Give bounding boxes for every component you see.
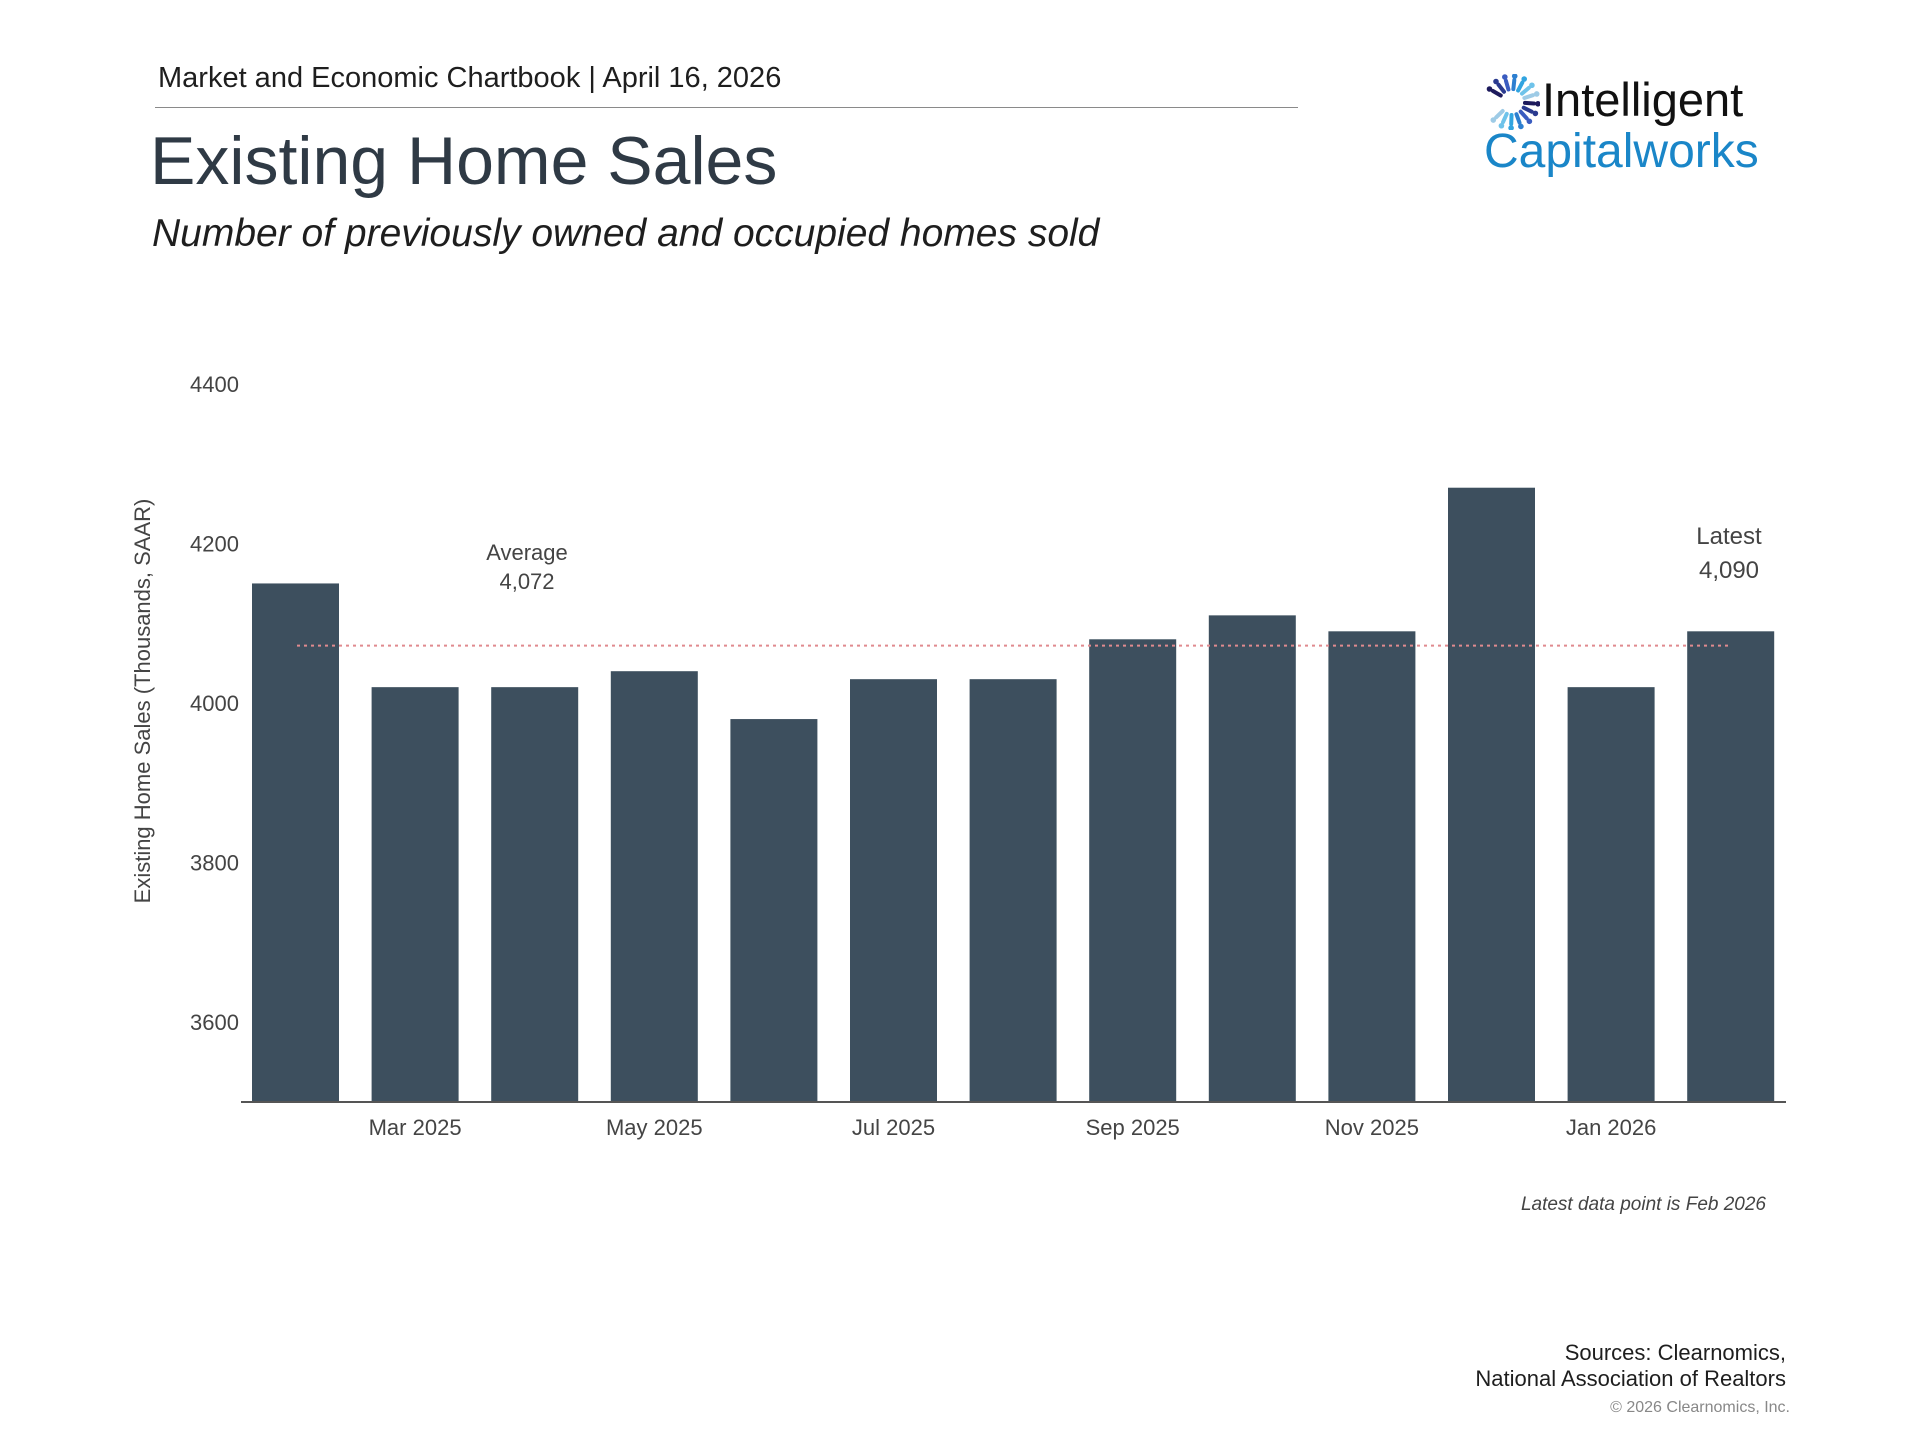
logo-dot xyxy=(1526,118,1533,125)
x-tick-label: Mar 2025 xyxy=(369,1115,462,1140)
logo-ray xyxy=(1522,93,1535,100)
logo-ray xyxy=(1490,89,1503,98)
brand-logo: Intelligent Capitalworks xyxy=(1484,72,1784,187)
logo-dot xyxy=(1498,122,1505,129)
bar-aug-2025 xyxy=(969,679,1057,1102)
logo-dot xyxy=(1532,110,1539,117)
bar-jun-2025 xyxy=(730,719,818,1102)
x-tick-label: Jul 2025 xyxy=(852,1115,935,1140)
average-value-label: 4,072 xyxy=(499,569,554,594)
logo-burst-icon xyxy=(1486,74,1540,130)
bar-nov-2025 xyxy=(1328,631,1416,1102)
logo-dot xyxy=(1508,125,1514,130)
logo-ray xyxy=(1522,100,1536,106)
logo-ray xyxy=(1494,109,1505,120)
sources-line-1: Sources: Clearnomics, xyxy=(1564,1340,1786,1365)
logo-dot xyxy=(1535,101,1540,107)
bar-mar-2025 xyxy=(371,687,459,1102)
y-tick-label: 4200 xyxy=(190,532,239,557)
x-tick-label: May 2025 xyxy=(606,1115,703,1140)
bar-oct-2025 xyxy=(1208,615,1296,1102)
y-axis-title: Existing Home Sales (Thousands, SAAR) xyxy=(130,499,155,904)
chartbook-header: Market and Economic Chartbook | April 16… xyxy=(158,62,782,94)
logo-dot xyxy=(1529,82,1535,89)
logo-ray xyxy=(1518,109,1529,121)
bar-apr-2025 xyxy=(491,687,579,1102)
sources: Sources: Clearnomics, National Associati… xyxy=(1475,1340,1786,1392)
logo-ray xyxy=(1516,80,1525,93)
logo-ray xyxy=(1521,105,1534,114)
bar-may-2025 xyxy=(610,671,698,1102)
logo-line-2: Capitalworks xyxy=(1484,125,1759,178)
header-divider xyxy=(155,107,1298,108)
logo-dot xyxy=(1521,76,1528,82)
bar-feb-2026 xyxy=(1687,631,1775,1102)
bar-jul-2025 xyxy=(850,679,937,1102)
y-tick-label: 4400 xyxy=(190,372,239,397)
y-tick-label: 3600 xyxy=(190,1010,239,1035)
page-title: Existing Home Sales xyxy=(150,123,778,199)
bar-dec-2025 xyxy=(1448,487,1535,1102)
copyright: © 2026 Clearnomics, Inc. xyxy=(1610,1399,1790,1416)
logo-ray xyxy=(1496,82,1506,94)
logo-dot xyxy=(1502,74,1508,80)
x-tick-label: Jan 2026 xyxy=(1566,1115,1657,1140)
average-label: Average xyxy=(486,540,568,565)
latest-value-label: 4,090 xyxy=(1699,557,1759,584)
page-subtitle: Number of previously owned and occupied … xyxy=(152,212,1100,255)
logo-dot xyxy=(1490,117,1497,123)
logo-ray xyxy=(1511,78,1517,92)
y-tick-label: 3800 xyxy=(190,851,239,876)
logo-dot xyxy=(1533,91,1540,97)
x-tick-label: Nov 2025 xyxy=(1325,1115,1419,1140)
logo-ray xyxy=(1501,111,1509,125)
logo-dot xyxy=(1518,123,1524,130)
logo-ray xyxy=(1514,112,1522,125)
logo-dot xyxy=(1511,74,1518,79)
logo-ray xyxy=(1503,78,1511,92)
logo-ray xyxy=(1519,85,1531,96)
logo-dot xyxy=(1493,78,1499,85)
bar-sep-2025 xyxy=(1089,639,1177,1102)
logo-line-1: Intelligent xyxy=(1542,73,1744,126)
logo-dot xyxy=(1486,86,1493,92)
latest-label: Latest xyxy=(1696,523,1762,550)
x-tick-label: Sep 2025 xyxy=(1086,1115,1180,1140)
bar-feb-2025 xyxy=(252,583,339,1102)
bar-jan-2026 xyxy=(1567,687,1655,1102)
sources-line-2: National Association of Realtors xyxy=(1475,1366,1786,1391)
chart-footnote: Latest data point is Feb 2026 xyxy=(1520,1194,1766,1215)
y-tick-label: 4000 xyxy=(190,691,239,716)
